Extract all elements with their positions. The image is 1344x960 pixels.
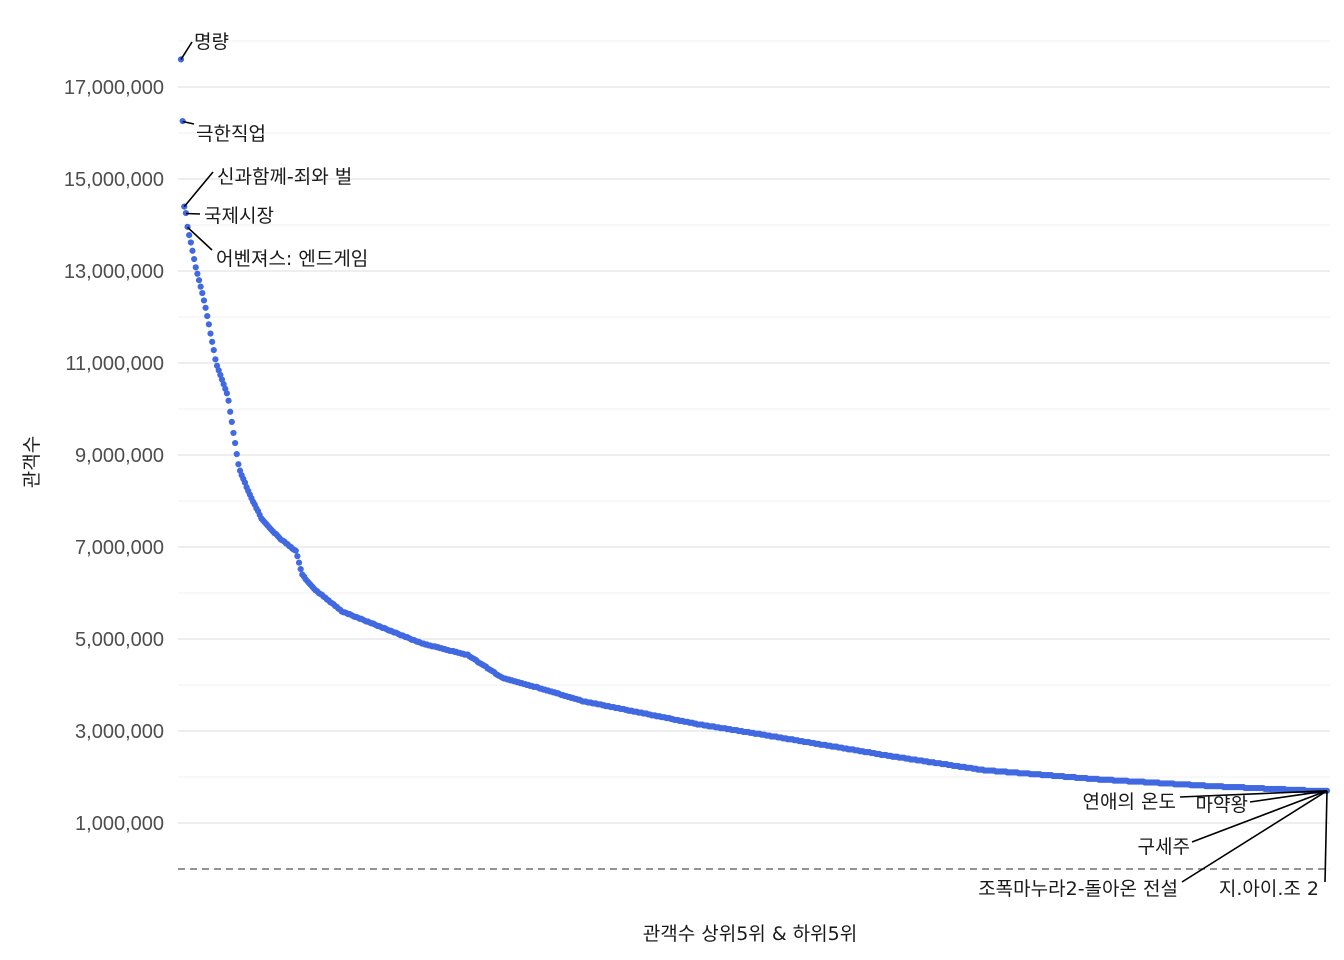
data-point — [179, 117, 186, 125]
annotation-label: 국제시장 — [204, 205, 274, 227]
data-point — [182, 209, 190, 217]
data-point — [292, 547, 299, 554]
annotation-label: 어벤져스: 엔드게임 — [216, 248, 368, 270]
y-tick-label: 11,000,000 — [65, 353, 164, 375]
y-tick-label: 1,000,000 — [75, 813, 164, 835]
data-point — [204, 312, 211, 320]
data-point — [223, 390, 231, 397]
data-point — [195, 277, 203, 284]
annotation-leader-line — [1324, 790, 1328, 883]
annotation-leader-line — [187, 226, 213, 251]
annotation-leader-line — [182, 120, 195, 125]
annotation-leader-line — [183, 171, 214, 208]
data-point — [200, 297, 208, 304]
data-point — [187, 239, 194, 246]
annotation-leader-line — [1191, 790, 1328, 843]
data-point — [212, 356, 219, 363]
grid-lines — [178, 40, 1330, 870]
data-point — [189, 247, 196, 254]
data-point — [209, 338, 216, 345]
data-point — [294, 553, 301, 560]
data-point — [192, 264, 199, 271]
annotation-leader-line — [185, 212, 201, 215]
data-point — [199, 289, 206, 297]
annotation-leader-line — [1249, 790, 1328, 803]
y-tick-label: 9,000,000 — [75, 445, 164, 467]
data-point — [205, 321, 212, 328]
data-point — [191, 255, 198, 263]
y-tick-label: 7,000,000 — [75, 537, 164, 559]
annotation-leader-line — [180, 41, 193, 60]
data-point — [233, 450, 240, 458]
annotation-leader-line — [1179, 790, 1328, 798]
annotation-label: 마약왕 — [1196, 794, 1248, 816]
y-tick-label: 15,000,000 — [64, 169, 164, 191]
annotation-leader-line — [1181, 790, 1328, 883]
y-tick-label: 17,000,000 — [64, 77, 164, 99]
x-axis-title: 관객수 상위5위 & 하위5위 — [643, 923, 857, 945]
data-point — [228, 418, 235, 425]
annotation-label: 조폭마누라2-돌아온 전설 — [978, 878, 1178, 900]
data-point — [225, 397, 232, 404]
y-tick-label: 3,000,000 — [75, 721, 164, 743]
y-tick-label: 5,000,000 — [75, 629, 164, 651]
data-point — [186, 232, 193, 239]
data-point — [207, 330, 214, 337]
annotation-label: 명량 — [194, 31, 229, 53]
y-axis-ticks: 1,000,000 3,000,000 5,000,000 7,000,000 9,00… — [64, 77, 164, 835]
y-tick-label: 13,000,000 — [64, 261, 164, 283]
data-point — [235, 461, 242, 468]
data-point — [197, 283, 204, 290]
data-point — [297, 565, 304, 573]
data-point — [230, 429, 237, 437]
data-point — [232, 439, 239, 447]
data-point — [194, 270, 201, 277]
data-point — [227, 408, 234, 415]
annotation-label: 연애의 온도 — [1083, 791, 1176, 813]
data-point — [210, 347, 217, 354]
y-axis-title: 관객수 — [21, 436, 43, 488]
annotation-label: 구세주 — [1138, 836, 1190, 858]
annotation-label: 극한직업 — [196, 123, 266, 145]
data-points — [177, 56, 1331, 794]
annotation-label: 지.아이.조 2 — [1219, 878, 1319, 900]
annotation-label: 신과함께-죄와 벌 — [217, 166, 352, 188]
data-point — [295, 559, 303, 566]
data-point — [202, 304, 209, 311]
